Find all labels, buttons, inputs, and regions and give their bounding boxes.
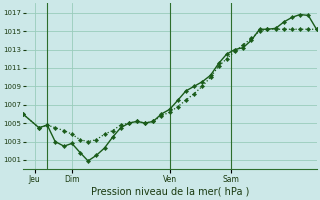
X-axis label: Pression niveau de la mer( hPa ): Pression niveau de la mer( hPa ) — [91, 187, 249, 197]
